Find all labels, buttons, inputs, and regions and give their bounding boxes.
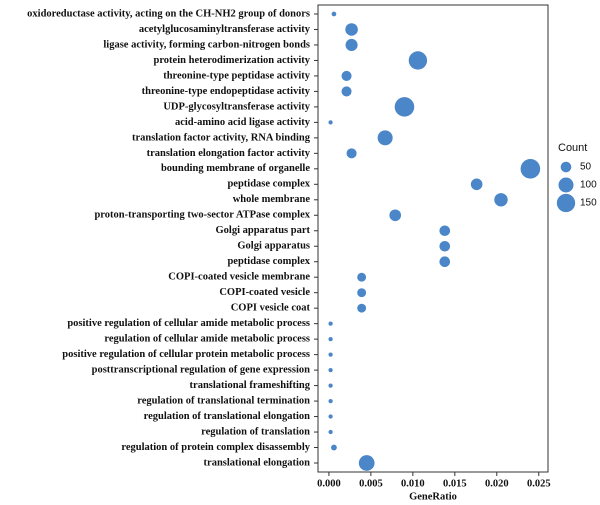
y-tick-label: COPI vesicle coat — [231, 303, 311, 314]
y-tick-label: Golgi apparatus part — [215, 225, 310, 236]
dot — [331, 11, 337, 17]
dot — [328, 429, 333, 435]
y-tick-label: acetylglucosaminyltransferase activity — [139, 24, 311, 35]
dot — [346, 148, 357, 159]
x-tick-label: 0.010 — [401, 478, 425, 489]
dot — [328, 321, 333, 326]
dot — [345, 38, 358, 52]
legend-title: Count — [558, 142, 587, 154]
y-tick-label: COPI-coated vesicle — [219, 287, 310, 298]
dot — [439, 240, 451, 252]
legend-dot — [560, 161, 572, 173]
y-tick-label: oxidoreductase activity, acting on the C… — [27, 8, 310, 19]
y-tick-label: proton-transporting two-sector ATPase co… — [94, 210, 310, 221]
y-tick-label: ligase activity, forming carbon-nitrogen… — [103, 39, 310, 50]
y-tick-label: Golgi apparatus — [237, 241, 310, 252]
y-tick-label: regulation of translation — [201, 426, 310, 437]
dot — [328, 337, 333, 342]
y-tick-label: COPI-coated vesicle membrane — [168, 272, 310, 283]
y-tick-label: translation factor activity, RNA binding — [132, 132, 311, 143]
dot — [389, 209, 402, 222]
y-tick-label: regulation of cellular amide metabolic p… — [104, 334, 310, 345]
y-tick-label: peptidase complex — [227, 256, 310, 267]
dot — [439, 256, 451, 268]
y-tick-label: acid-amino acid ligase activity — [175, 117, 311, 128]
dot — [439, 225, 451, 237]
legend-label: 150 — [580, 198, 597, 209]
dot — [328, 398, 333, 404]
y-tick-label: regulation of translational termination — [137, 395, 310, 406]
legend-label: 50 — [580, 162, 592, 173]
x-tick-label: 0.000 — [317, 478, 341, 489]
dot — [341, 86, 352, 97]
y-tick-label: positive regulation of cellular amide me… — [67, 318, 310, 329]
x-tick-label: 0.025 — [527, 478, 551, 489]
dot — [394, 97, 415, 117]
dot — [357, 272, 367, 282]
dot — [520, 159, 541, 179]
y-tick-label: peptidase complex — [227, 179, 310, 190]
y-tick-label: UDP-glycosyltransferase activity — [163, 101, 310, 112]
dot — [494, 193, 508, 207]
y-tick-label: regulation of protein complex disassembl… — [121, 442, 310, 453]
y-tick-label: positive regulation of cellular protein … — [62, 349, 310, 360]
legend-dot — [558, 177, 574, 193]
dot — [345, 23, 358, 36]
y-tick-label: threonine-type endopeptidase activity — [142, 86, 311, 97]
y-tick-label: threonine-type peptidase activity — [163, 70, 311, 81]
dot — [341, 70, 352, 81]
dot — [328, 414, 333, 419]
dot — [358, 455, 375, 471]
dot — [328, 383, 333, 388]
dot — [377, 130, 393, 146]
dot — [470, 178, 483, 191]
dot — [357, 303, 367, 313]
y-tick-label: bounding membrane of organelle — [161, 163, 310, 174]
dot — [357, 288, 367, 298]
y-tick-label: translation elongation factor activity — [147, 148, 311, 159]
y-tick-label: posttranscriptional regulation of gene e… — [92, 365, 311, 376]
y-tick-label: translational elongation — [204, 457, 311, 468]
x-tick-label: 0.015 — [443, 478, 467, 489]
x-tick-label: 0.005 — [359, 478, 383, 489]
legend-dot — [556, 193, 576, 213]
x-tick-label: 0.020 — [485, 478, 509, 489]
y-tick-label: whole membrane — [233, 194, 311, 205]
dot — [328, 352, 333, 357]
plot-frame — [317, 4, 549, 473]
y-tick-label: translational frameshifting — [190, 380, 311, 391]
y-tick-label: regulation of translational elongation — [144, 411, 311, 422]
y-tick-label: protein heterodimerization activity — [154, 55, 311, 66]
x-axis-title: GeneRatio — [409, 491, 457, 502]
dot — [331, 444, 337, 451]
legend-label: 100 — [580, 180, 597, 191]
dot — [328, 367, 333, 373]
dot — [408, 51, 428, 70]
dot — [328, 120, 333, 125]
